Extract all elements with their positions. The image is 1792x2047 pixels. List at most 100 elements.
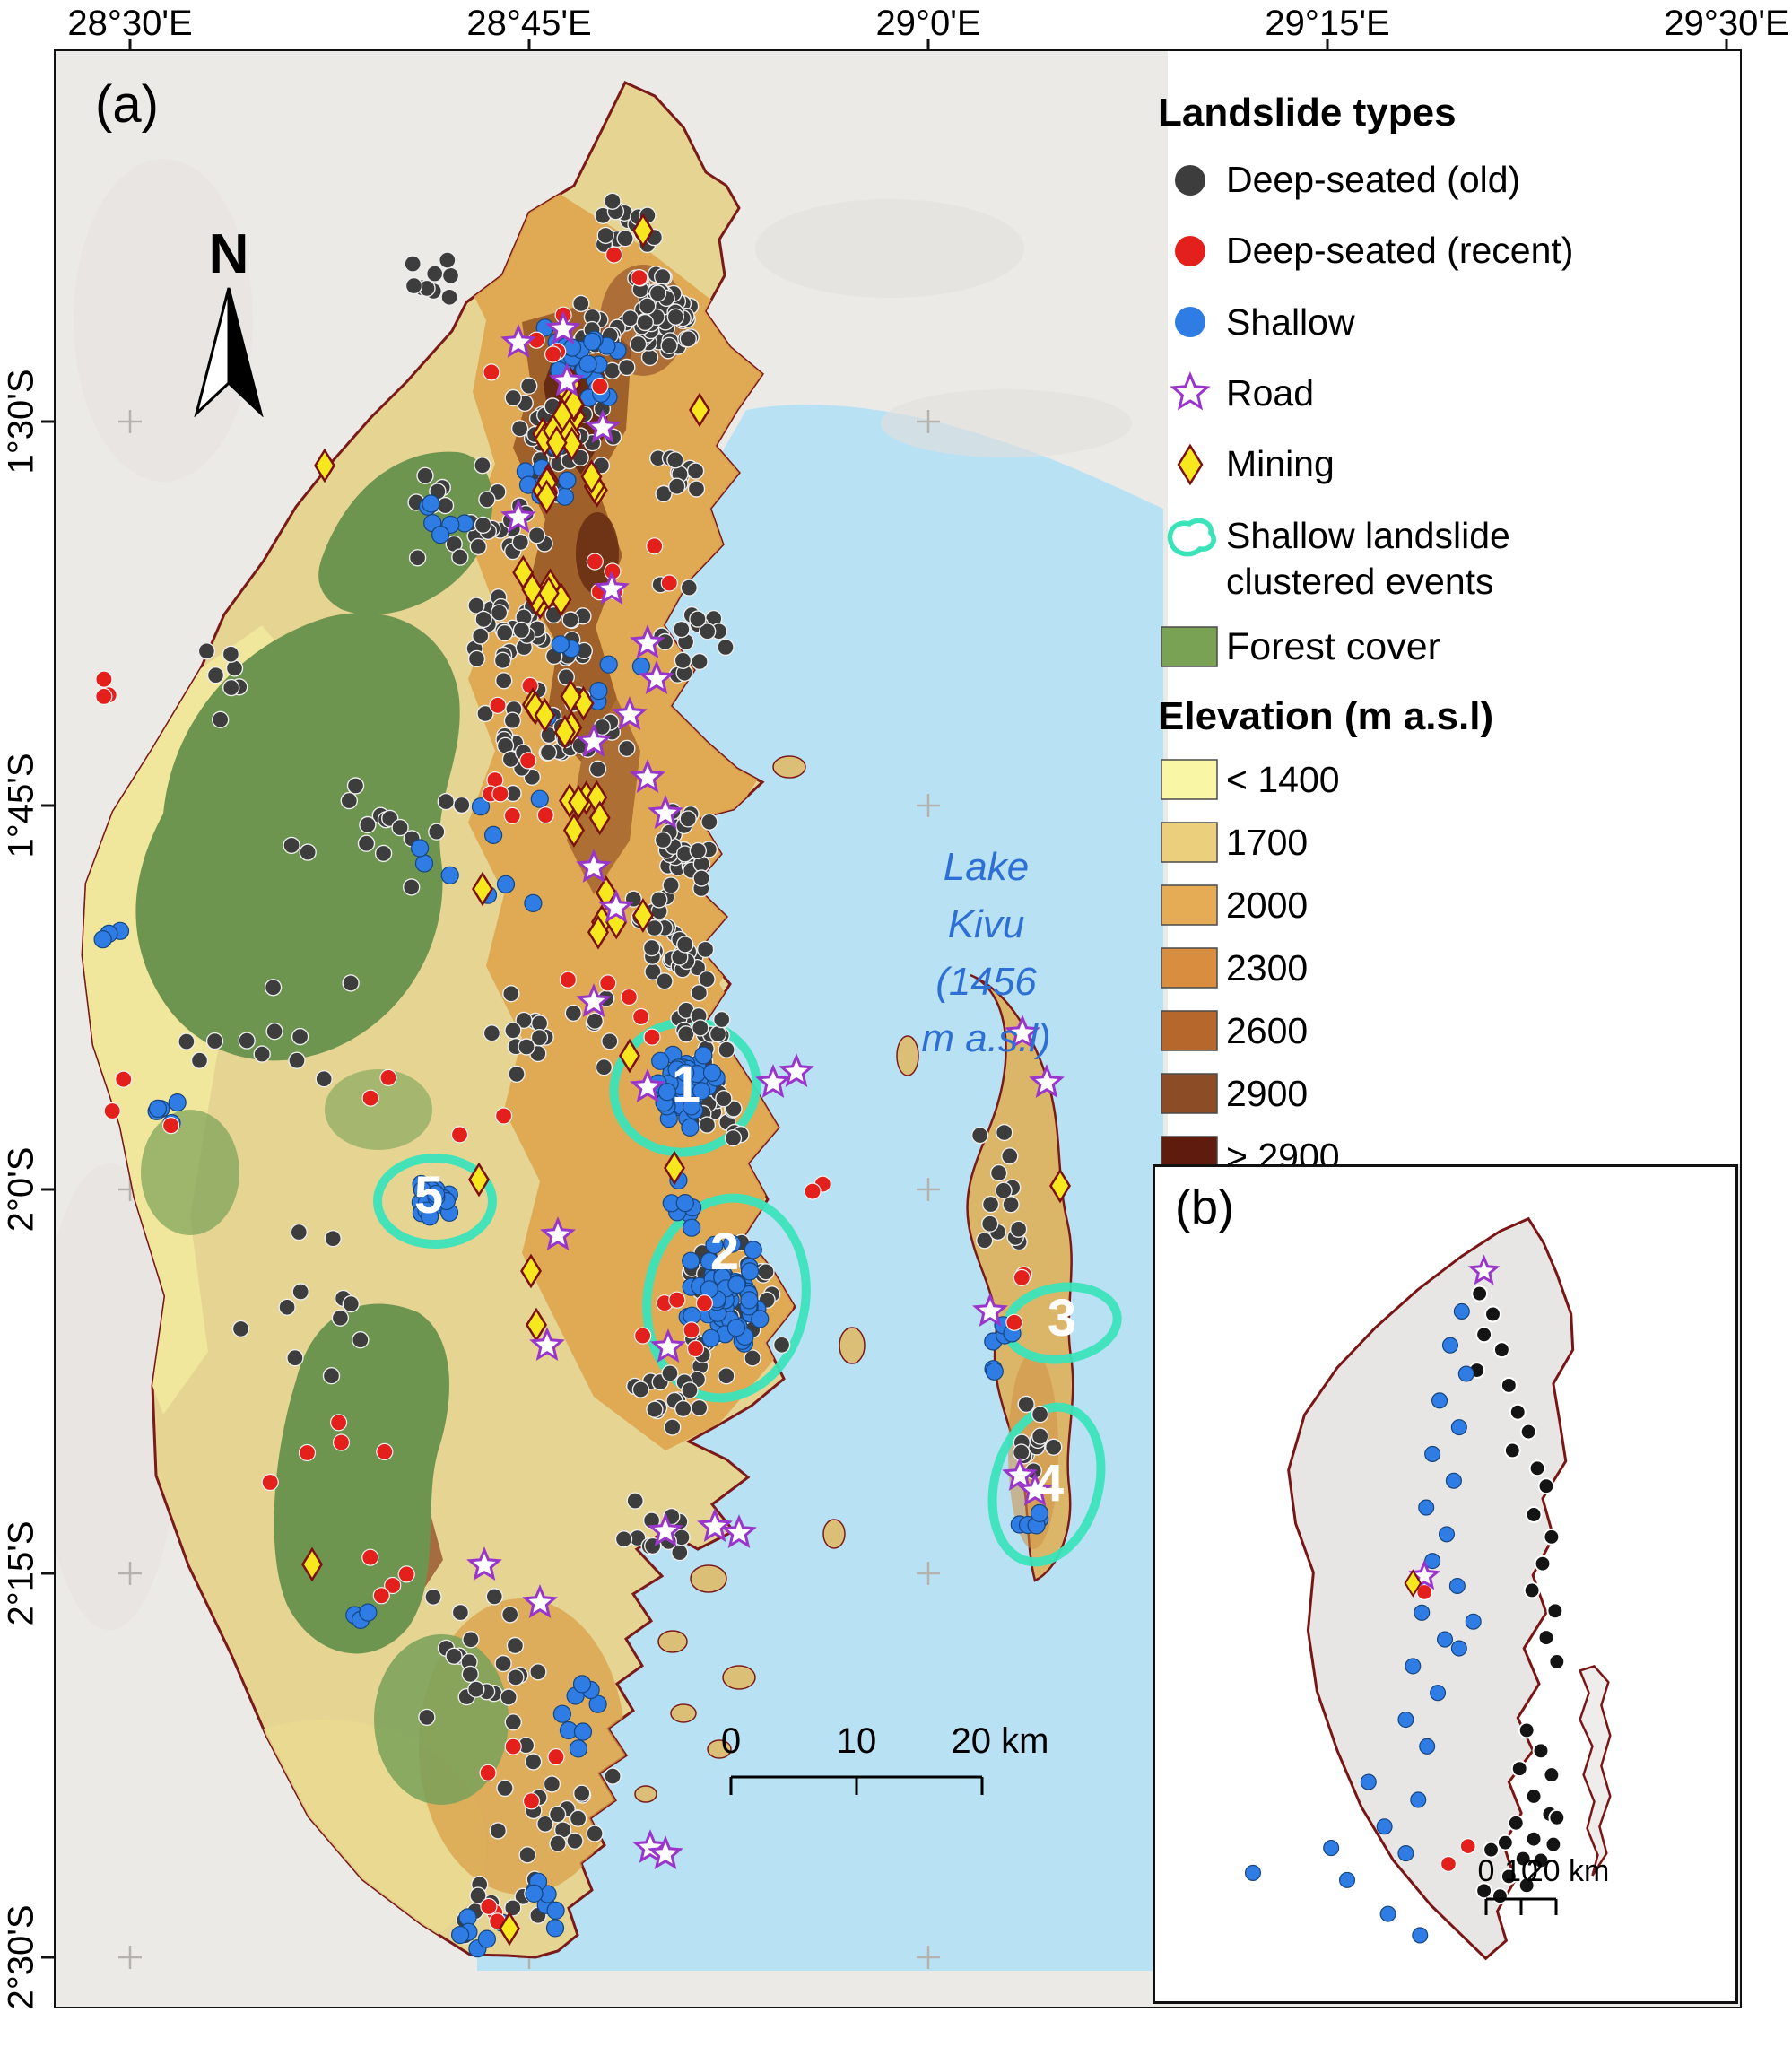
marker-deep-seated-recent <box>1459 1838 1476 1855</box>
marker-deep-seated-old <box>469 1886 487 1904</box>
marker-mining <box>521 571 544 607</box>
marker-deep-seated-recent <box>162 1117 180 1135</box>
marker-deep-seated-old <box>572 294 590 313</box>
marker-shallow <box>1424 1445 1441 1462</box>
marker-deep-seated-recent <box>95 670 113 688</box>
marker-shallow <box>148 1099 168 1119</box>
elevation-class-label: 2000 <box>1226 884 1309 926</box>
marker-mining <box>619 1038 640 1074</box>
mining-diamond-icon <box>1154 441 1226 488</box>
marker-road <box>585 409 621 443</box>
marker-mining <box>562 813 585 848</box>
marker-deep-seated-old <box>681 1381 699 1399</box>
marker-deep-seated-old <box>374 844 393 863</box>
axis-tick <box>41 1956 54 1959</box>
marker-deep-seated-recent <box>261 1473 279 1492</box>
marker-deep-seated-old <box>495 672 513 690</box>
marker-deep-seated-recent <box>298 1443 317 1462</box>
marker-deep-seated-old <box>1518 1877 1535 1895</box>
marker-deep-seated-old <box>1525 1506 1543 1523</box>
marker-deep-seated-old <box>699 623 717 640</box>
marker-deep-seated-old <box>511 533 529 552</box>
marker-mining <box>468 1162 490 1198</box>
marker-deep-seated-old <box>278 1298 296 1317</box>
marker-deep-seated-old <box>352 1330 370 1349</box>
legend-item-forest-cover: Forest cover <box>1154 625 1735 669</box>
marker-deep-seated-old <box>357 834 376 852</box>
marker-shallow <box>702 1063 722 1082</box>
marker-deep-seated-old <box>648 284 667 302</box>
cluster-number-label: 3 <box>1048 1289 1076 1347</box>
marker-deep-seated-old <box>504 1713 522 1731</box>
marker-deep-seated-old <box>1031 1405 1049 1424</box>
marker-deep-seated-old <box>286 1348 304 1367</box>
marker-deep-seated-old <box>469 537 487 556</box>
marker-deep-seated-old <box>1537 1477 1555 1495</box>
marker-deep-seated-old <box>416 466 434 484</box>
marker-road <box>630 624 665 658</box>
marker-deep-seated-old <box>666 308 684 326</box>
axis-tick-label: 29°0'E <box>875 4 981 43</box>
marker-deep-seated-recent <box>489 696 507 714</box>
marker-deep-seated-old <box>690 984 709 1002</box>
marker-deep-seated-old <box>1017 1395 1035 1414</box>
marker-deep-seated-old <box>654 831 673 849</box>
marker-mining <box>314 448 335 483</box>
marker-deep-seated-old <box>467 597 485 614</box>
marker-deep-seated-old <box>1475 1882 1493 1900</box>
marker-deep-seated-recent <box>668 1291 686 1309</box>
marker-shallow <box>657 1083 676 1102</box>
marker-deep-seated-old <box>664 1418 682 1436</box>
marker-deep-seated-old <box>1537 1629 1555 1647</box>
marker-deep-seated-old <box>539 744 558 762</box>
marker-deep-seated-old <box>1518 1721 1535 1739</box>
marker-deep-seated-old <box>476 704 494 723</box>
marker-shallow <box>726 1319 746 1337</box>
marker-deep-seated-old <box>408 549 427 567</box>
marker-deep-seated-recent <box>495 1107 513 1125</box>
marker-deep-seated-old <box>744 1349 761 1367</box>
marker-deep-seated-old <box>1031 1427 1049 1445</box>
inset-canvas <box>1244 1216 1612 1961</box>
legend-item-deep-seated-recent: Deep-seated (recent) <box>1154 228 1735 274</box>
marker-deep-seated-old <box>529 1663 547 1681</box>
marker-deep-seated-recent <box>1416 1583 1433 1600</box>
north-arrow: N <box>170 227 287 422</box>
marker-deep-seated-old <box>231 1320 250 1338</box>
marker-shallow <box>1397 1845 1414 1862</box>
marker-mining <box>535 479 558 515</box>
marker-deep-seated-old <box>1475 1326 1493 1344</box>
marker-shallow <box>569 1739 588 1758</box>
cluster-number-label: 1 <box>672 1056 700 1114</box>
marker-deep-seated-old <box>604 1767 622 1785</box>
marker-deep-seated-old <box>483 1024 501 1042</box>
marker-shallow <box>496 875 516 893</box>
marker-shallow <box>1414 1604 1431 1621</box>
marker-deep-seated-old <box>573 1784 591 1802</box>
marker-shallow <box>1445 1472 1462 1489</box>
marker-road <box>630 759 665 793</box>
marker-deep-seated-old <box>439 251 457 269</box>
axis-tick-label: 28°45'E <box>466 4 592 43</box>
marker-shallow <box>705 1235 724 1255</box>
elevation-class-label: 1700 <box>1226 821 1309 863</box>
marker-shallow <box>682 1251 700 1270</box>
marker-deep-seated-old <box>1471 1285 1489 1302</box>
marker-deep-seated-old <box>981 1195 1000 1214</box>
marker-deep-seated-old <box>618 358 636 377</box>
marker-deep-seated-old <box>772 1336 791 1355</box>
marker-deep-seated-old <box>493 651 512 669</box>
marker-deep-seated-old <box>1002 1196 1020 1214</box>
marker-deep-seated-old <box>588 760 607 778</box>
scale-label: 10 <box>1504 1854 1538 1888</box>
marker-deep-seated-old <box>656 972 674 990</box>
marker-deep-seated-old <box>253 1045 271 1063</box>
marker-mining <box>580 459 603 494</box>
marker-shallow <box>701 1328 720 1347</box>
marker-deep-seated-old <box>989 1163 1008 1182</box>
marker-shallow <box>631 657 651 676</box>
marker-mining <box>664 1150 685 1186</box>
marker-mining <box>560 679 582 714</box>
marker-shallow <box>1323 1840 1340 1857</box>
elevation-swatch <box>1154 1073 1226 1114</box>
